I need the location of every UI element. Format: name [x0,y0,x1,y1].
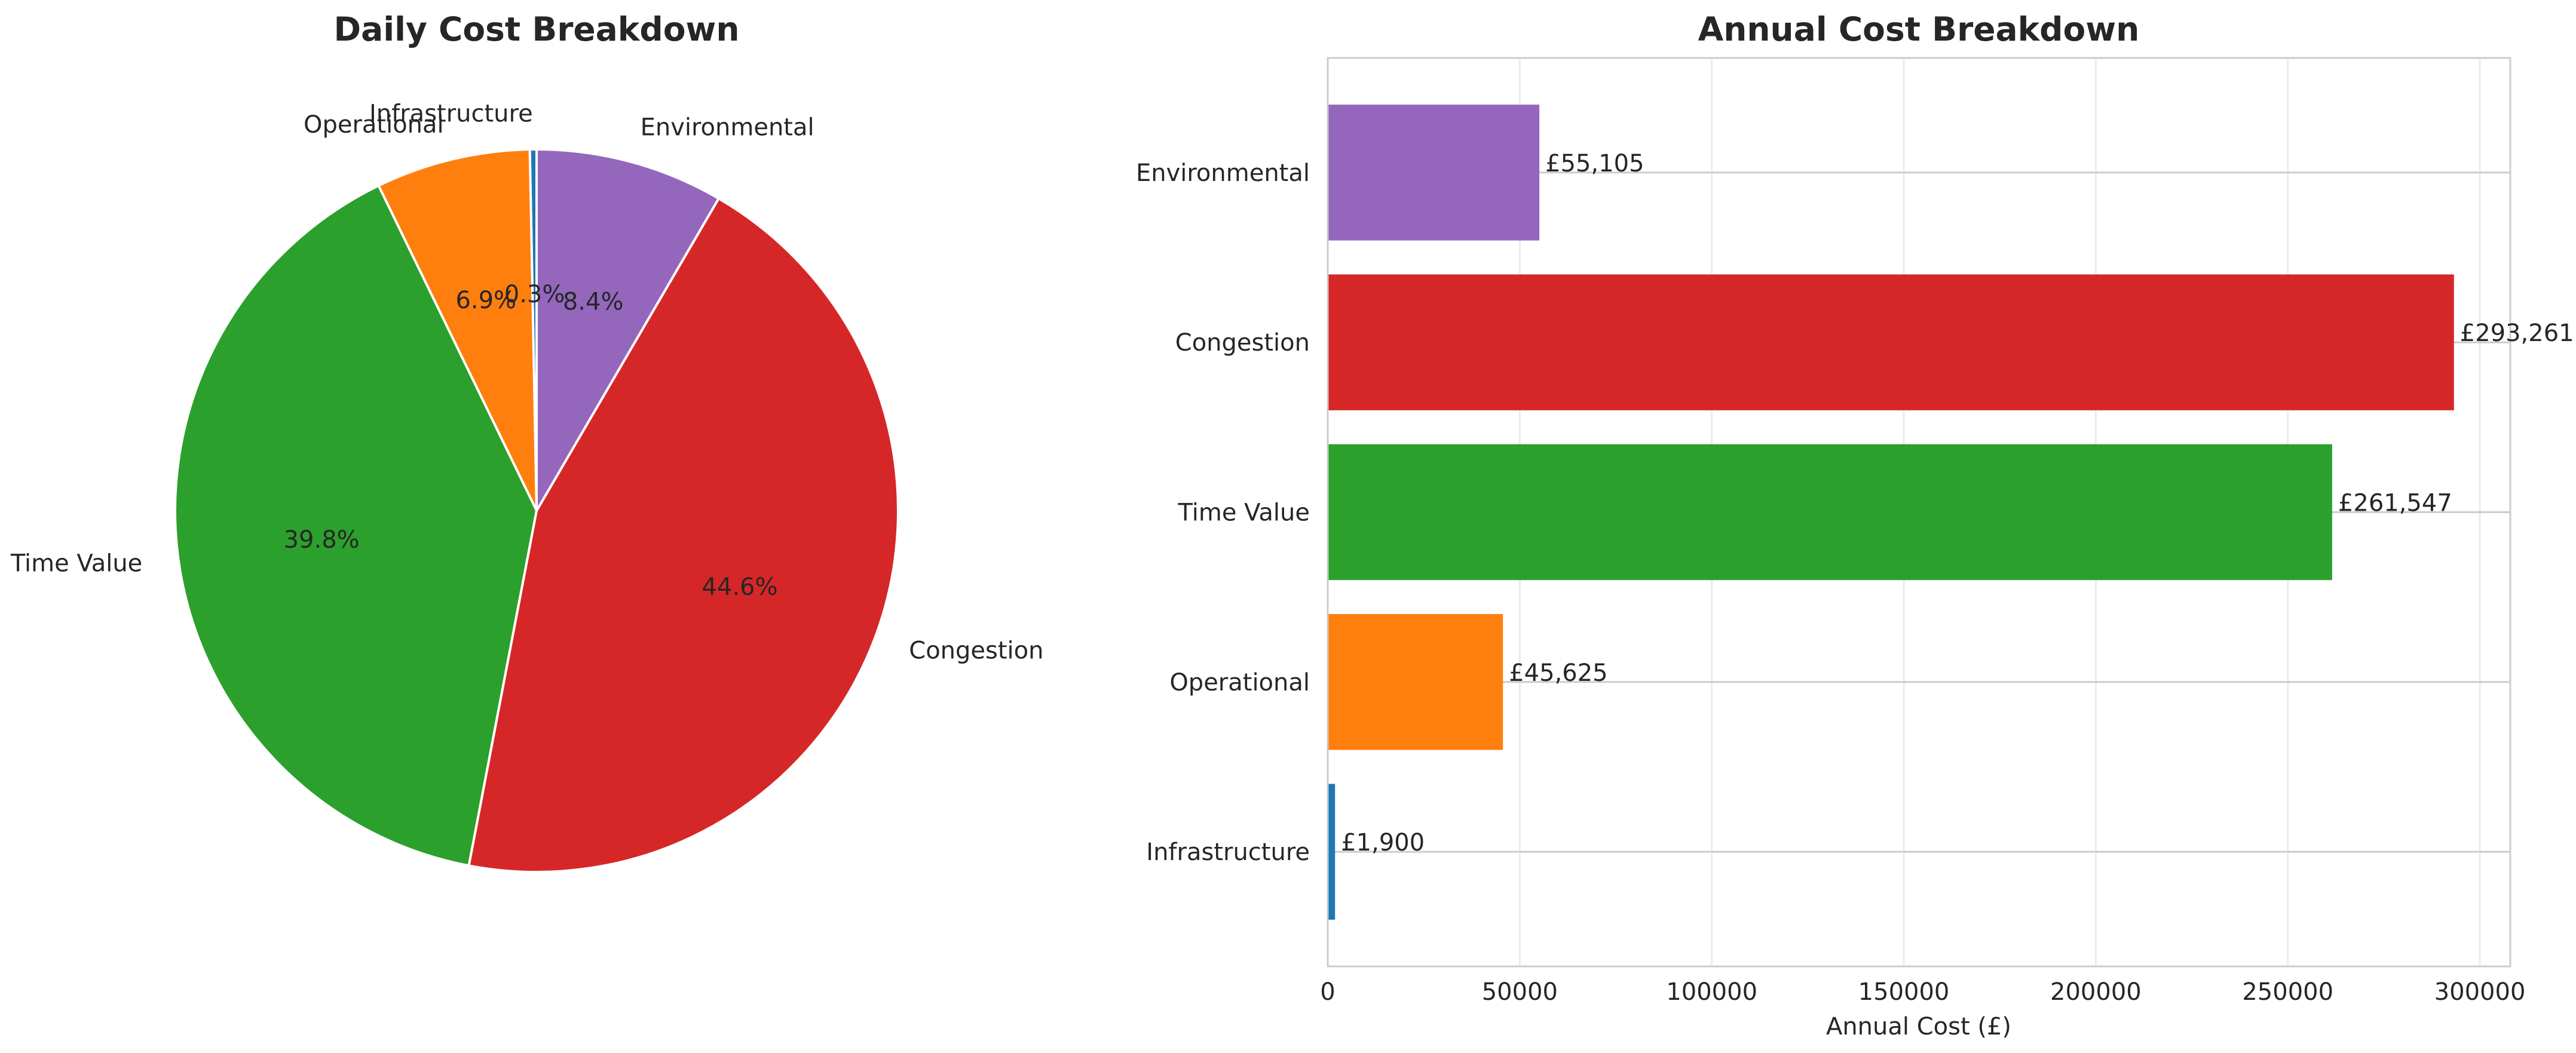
x-tick-label: 0 [1320,978,1335,1006]
y-tick-labels: Infrastructure Operational Time Value Conge… [1136,159,1310,866]
bar-time-value [1328,444,2332,581]
bar-value-label-time-value: £261,547 [2338,490,2452,517]
bar-value-label-congestion: £293,261 [2460,320,2574,347]
pie-category-label-environmental: Environmental [641,114,814,142]
pie-labels: Infrastructure 0.3% Operational 6.9% Time Va… [10,100,1044,665]
bar-chart-panel: Annual Cost Breakdown Infrastructure Oper… [1136,10,2574,1040]
x-tick-label: 100000 [1666,978,1757,1006]
pie-percent-label-time-value: 39.8% [284,526,360,554]
pie-category-label-congestion: Congestion [909,637,1043,664]
bar-infrastructure [1328,784,1336,920]
bar-bars [1328,105,2454,920]
pie-slice-time-value [174,184,538,867]
bar-value-labels: £1,900 £45,625 £261,547 £293,261 £55,105 [1341,150,2574,856]
bar-environmental [1328,105,1540,241]
bar-value-label-environmental: £55,105 [1545,150,1644,177]
pie-percent-label-congestion: 44.6% [702,573,777,601]
bar-chart-title: Annual Cost Breakdown [1698,10,2140,48]
x-tick-label: 300000 [2434,978,2526,1006]
plot-frame [1327,57,2511,968]
bar-congestion [1328,274,2454,410]
y-tick-label-infrastructure: Infrastructure [1146,839,1310,866]
pie-percent-label-infrastructure: 0.3% [504,281,565,308]
y-tick-label-time-value: Time Value [1178,499,1310,527]
bar-value-label-infrastructure: £1,900 [1341,829,1425,856]
pie-slices [174,148,899,873]
pie-category-label-operational: Operational [304,111,444,139]
pie-category-label-time-value: Time Value [10,550,142,578]
pie-slice-congestion [467,197,899,873]
pie-category-label-infrastructure: Infrastructure [369,100,533,128]
x-axis-label: Annual Cost (£) [1826,1013,2011,1040]
x-tick-label: 250000 [2242,978,2333,1006]
y-tick-label-environmental: Environmental [1136,159,1310,187]
pie-percent-label-environmental: 8.4% [563,288,624,316]
pie-percent-label-operational: 6.9% [455,287,516,314]
x-tick-label: 200000 [2050,978,2142,1006]
bar-operational [1328,614,1503,750]
bar-value-label-operational: £45,625 [1509,659,1607,687]
y-tick-label-congestion: Congestion [1175,329,1310,357]
pie-chart-title: Daily Cost Breakdown [334,10,740,48]
x-tick-label: 50000 [1482,978,1558,1006]
pie-slice-environmental [535,148,720,512]
y-tick-label-operational: Operational [1169,669,1310,696]
x-tick-label: 150000 [1858,978,1950,1006]
x-tick-labels: 0 50000 100000 150000 200000 250000 300000 [1320,978,2525,1006]
pie-slice-operational [377,148,538,512]
pie-chart-panel: Daily Cost Breakdown Infrastructure 0.3% O… [10,10,1044,873]
